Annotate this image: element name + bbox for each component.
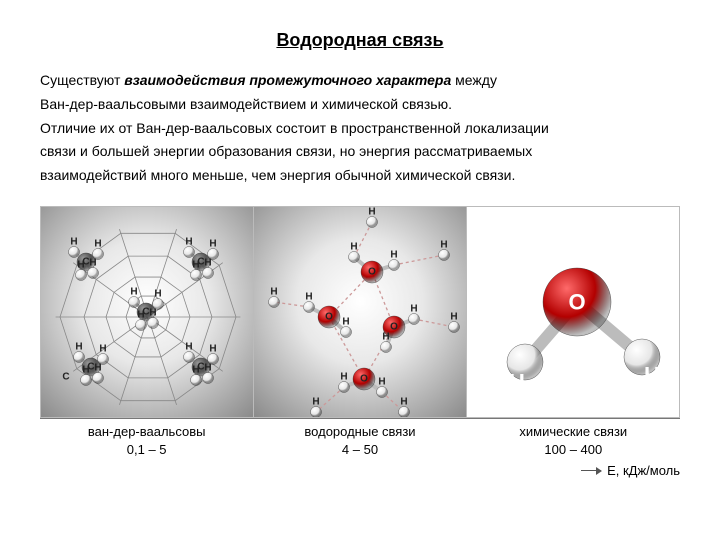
- diagram-panels: CHHHHCHHHHCHHHHCHHHHCHHHHC HHHHHHOHHOHHO…: [40, 206, 680, 419]
- panel-captions: ван-дер-ваальсовы 0,1 – 5 водородные свя…: [40, 423, 680, 459]
- caption-3: химические связи 100 – 400: [467, 423, 680, 459]
- svg-text:H: H: [75, 341, 82, 352]
- svg-text:H: H: [509, 369, 525, 394]
- svg-text:H: H: [89, 257, 96, 268]
- svg-text:O: O: [360, 373, 368, 384]
- panel-hydrogen-bonds: HHHHHHOHHOHHOHHOHH: [254, 206, 467, 418]
- energy-axis: Е, кДж/моль: [40, 463, 680, 478]
- caption-1: ван-дер-ваальсовы 0,1 – 5: [40, 423, 253, 459]
- svg-text:H: H: [204, 257, 211, 268]
- svg-text:H: H: [450, 311, 457, 322]
- caption-3-name: химические связи: [519, 424, 627, 439]
- svg-text:H: H: [185, 236, 192, 247]
- svg-text:H: H: [312, 396, 319, 407]
- svg-text:H: H: [209, 238, 216, 249]
- panel-vanderwaals: CHHHHCHHHHCHHHHCHHHHCHHHHC: [40, 206, 254, 418]
- svg-text:H: H: [94, 362, 101, 373]
- svg-text:H: H: [644, 362, 660, 387]
- panel-chemical-bonds: O H H: [467, 206, 680, 418]
- caption-2: водородные связи 4 – 50: [253, 423, 466, 459]
- svg-text:O: O: [368, 266, 376, 277]
- axis-label: Е, кДж/моль: [607, 463, 680, 478]
- p1-em: взаимодействия промежуточного характера: [124, 72, 451, 88]
- caption-3-range: 100 – 400: [544, 442, 602, 457]
- svg-text:O: O: [390, 321, 398, 332]
- svg-text:H: H: [378, 376, 385, 387]
- svg-text:H: H: [192, 259, 199, 270]
- svg-text:H: H: [149, 307, 156, 318]
- p5: взаимодействий много меньше, чем энергия…: [40, 167, 515, 183]
- svg-text:H: H: [390, 249, 397, 260]
- svg-text:H: H: [382, 331, 389, 342]
- svg-text:H: H: [400, 396, 407, 407]
- svg-text:H: H: [130, 286, 137, 297]
- p1-pre: Существуют: [40, 72, 124, 88]
- svg-text:H: H: [204, 362, 211, 373]
- svg-text:H: H: [77, 259, 84, 270]
- svg-text:C: C: [62, 371, 69, 382]
- svg-text:O: O: [568, 289, 585, 314]
- svg-text:H: H: [350, 241, 357, 252]
- p2: Ван-дер-ваальсовыми взаимодействием и хи…: [40, 96, 452, 112]
- caption-2-name: водородные связи: [304, 424, 415, 439]
- svg-text:H: H: [270, 286, 277, 297]
- svg-text:H: H: [70, 236, 77, 247]
- svg-text:H: H: [342, 316, 349, 327]
- p3: Отличие их от Ван-дер-ваальсовых состоит…: [40, 120, 549, 136]
- svg-text:H: H: [154, 288, 161, 299]
- svg-text:O: O: [325, 311, 333, 322]
- caption-1-name: ван-дер-ваальсовы: [88, 424, 206, 439]
- svg-text:H: H: [410, 303, 417, 314]
- caption-2-range: 4 – 50: [342, 442, 378, 457]
- intro-paragraph: Существуют взаимодействия промежуточного…: [40, 69, 680, 188]
- svg-text:H: H: [185, 341, 192, 352]
- svg-text:H: H: [305, 291, 312, 302]
- svg-text:H: H: [94, 238, 101, 249]
- svg-text:H: H: [82, 364, 89, 375]
- svg-text:H: H: [192, 364, 199, 375]
- svg-text:H: H: [137, 309, 144, 320]
- p1-post: между: [451, 72, 497, 88]
- svg-text:H: H: [99, 343, 106, 354]
- svg-text:H: H: [368, 207, 375, 218]
- page-title: Водородная связь: [40, 30, 680, 51]
- svg-text:H: H: [440, 239, 447, 250]
- p4: связи и большей энергии образования связ…: [40, 143, 532, 159]
- svg-text:H: H: [340, 371, 347, 382]
- svg-text:H: H: [209, 343, 216, 354]
- axis-arrow-icon: [581, 470, 601, 471]
- caption-1-range: 0,1 – 5: [127, 442, 167, 457]
